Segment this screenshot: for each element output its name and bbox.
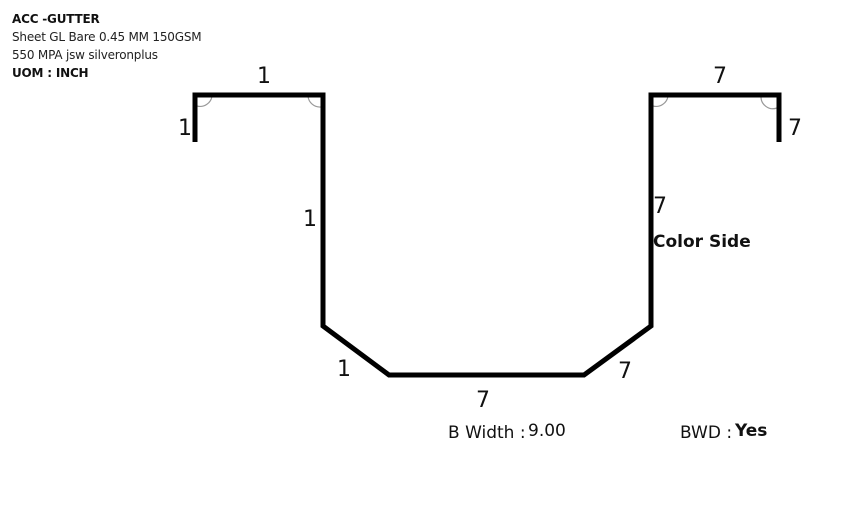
bend-arc-top-left xyxy=(196,95,213,107)
dim-right-top-flange: 7 xyxy=(713,64,727,89)
dim-left-chamfer: 1 xyxy=(337,357,351,382)
bend-arc-top-left-inner xyxy=(307,95,322,108)
profile-info: ACC -GUTTER Sheet GL Bare 0.45 MM 150GSM… xyxy=(12,10,202,82)
dim-left-top-flange: 1 xyxy=(257,64,271,89)
bwd-label: BWD : xyxy=(680,423,732,443)
material-spec: 550 MPA jsw silveronplus xyxy=(12,48,158,62)
b-width-value: 9.00 xyxy=(528,421,566,441)
dim-right-chamfer: 7 xyxy=(618,359,632,384)
uom-label: UOM : INCH xyxy=(12,66,89,80)
dim-right-lip: 7 xyxy=(788,116,802,141)
bwd-value: Yes xyxy=(734,421,767,441)
b-width-label: B Width : xyxy=(448,423,526,443)
bend-arc-top-right xyxy=(760,95,778,110)
dim-left-lip: 1 xyxy=(178,116,192,141)
dim-base: 7 xyxy=(476,388,490,413)
bend-arc-top-right-inner xyxy=(652,95,669,107)
dim-right-wall: 7 xyxy=(653,194,667,219)
profile-title: ACC -GUTTER xyxy=(12,12,100,26)
dim-left-wall: 1 xyxy=(303,207,317,232)
gutter-profile-line xyxy=(192,92,782,378)
sheet-spec: Sheet GL Bare 0.45 MM 150GSM xyxy=(12,30,202,44)
color-side-label: Color Side xyxy=(653,232,751,252)
